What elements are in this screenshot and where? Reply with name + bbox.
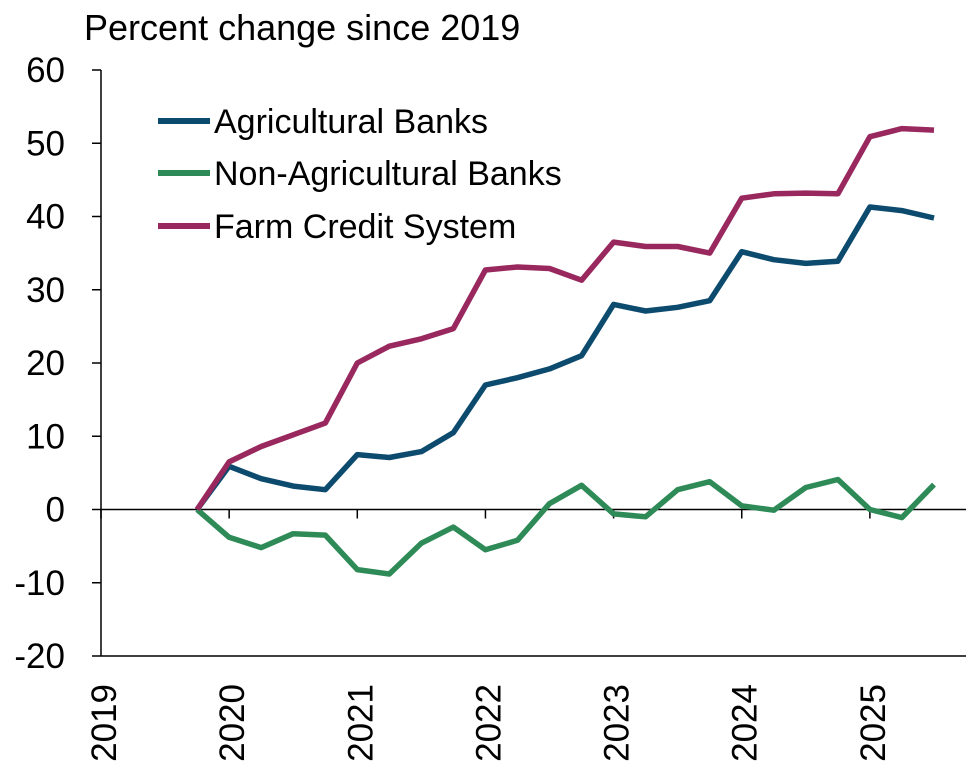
legend-label: Farm Credit System bbox=[214, 208, 516, 246]
y-tick-label: -10 bbox=[14, 564, 65, 603]
plot-area bbox=[194, 125, 936, 577]
y-tick-label: 10 bbox=[26, 417, 65, 456]
y-tick-label: 20 bbox=[26, 344, 65, 383]
y-axis: -20 -10 0 10 20 30 40 50 60 bbox=[14, 51, 102, 676]
x-tick-label: 2023 bbox=[598, 684, 637, 762]
x-tick-label: 2020 bbox=[213, 684, 252, 762]
x-axis: 2019 2020 2021 2022 2023 2024 2025 bbox=[85, 508, 966, 762]
x-tick-label: 2021 bbox=[341, 684, 380, 762]
y-tick-label: 40 bbox=[26, 198, 65, 237]
y-tick-label: -20 bbox=[14, 637, 65, 676]
y-tick-label: 50 bbox=[26, 124, 65, 163]
legend-label: Non-Agricultural Banks bbox=[214, 155, 562, 193]
chart-title: Percent change since 2019 bbox=[84, 7, 520, 48]
y-tick-label: 30 bbox=[26, 271, 65, 310]
y-tick-label: 0 bbox=[46, 491, 65, 530]
series-line-1 bbox=[194, 204, 935, 512]
legend-label: Agricultural Banks bbox=[214, 103, 488, 141]
y-tick-label: 60 bbox=[26, 51, 65, 90]
series-line-3 bbox=[194, 125, 935, 512]
series-line-2 bbox=[195, 476, 936, 577]
x-tick-label: 2024 bbox=[726, 684, 765, 762]
x-tick-label: 2019 bbox=[85, 684, 124, 762]
legend: Agricultural Banks Non-Agricultural Banks… bbox=[158, 103, 562, 246]
x-tick-label: 2022 bbox=[469, 684, 508, 762]
x-tick-label: 2025 bbox=[854, 684, 893, 762]
